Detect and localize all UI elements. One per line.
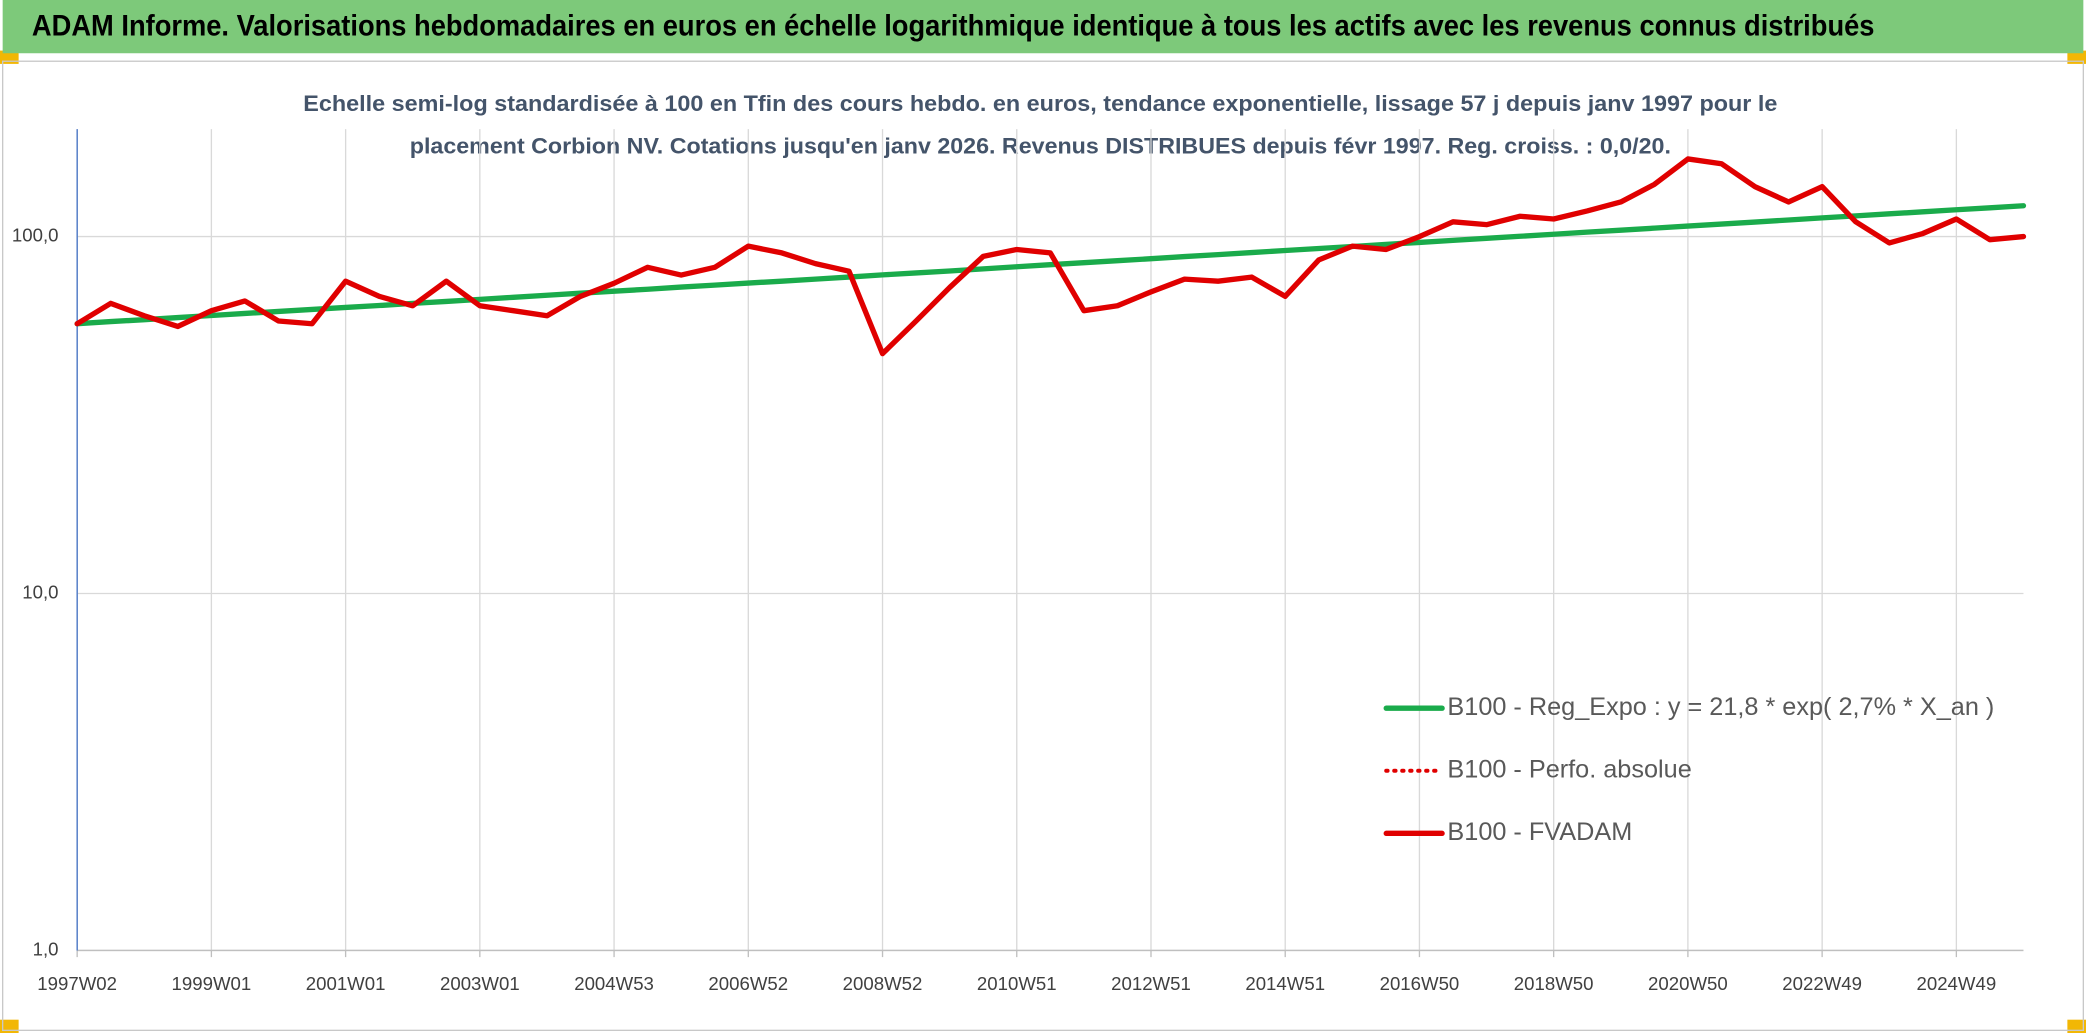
y-tick-label: 1,0: [33, 938, 59, 959]
x-tick-label: 2012W51: [1111, 973, 1191, 994]
x-tick-label: 2024W49: [1917, 973, 1997, 994]
x-tick-label: 2016W50: [1380, 973, 1460, 994]
x-tick-label: 2006W52: [708, 973, 788, 994]
chart-subtitle: placement Corbion NV. Cotations jusqu'en…: [410, 134, 1671, 159]
chart-frame: [1, 60, 2085, 1032]
x-tick-label: 2020W50: [1648, 973, 1728, 994]
legend-label: B100 - FVADAM: [1447, 818, 1632, 846]
plot: [74, 156, 2027, 357]
grid: 1,0 10,0 100,0 1997W02 1999W01 2001W01 2003W01…: [12, 129, 2024, 994]
legend-label: B100 - Perfo. absolue: [1447, 755, 1691, 783]
x-tick-label: 2014W51: [1245, 973, 1325, 994]
y-tick-label: 100,0: [12, 224, 59, 245]
legend: B100 - Reg_Expo : y = 21,8 * exp( 2,7% *…: [1383, 693, 1994, 846]
x-tick-label: 1997W02: [37, 973, 117, 994]
y-tick-label: 10,0: [22, 581, 58, 602]
chart-title: ADAM Informe. Valorisations hebdomadaire…: [32, 11, 1875, 43]
chart-subtitle: Echelle semi-log standardisée à 100 en T…: [303, 91, 1777, 116]
x-tick-label: 2022W49: [1782, 973, 1862, 994]
x-tick-label: 2018W50: [1514, 973, 1594, 994]
x-tick-label: 2003W01: [440, 973, 520, 994]
x-tick-label: 2008W52: [843, 973, 923, 994]
x-tick-label: 2004W53: [574, 973, 654, 994]
x-tick-label: 2010W51: [977, 973, 1057, 994]
title-banner: [2, 0, 2084, 54]
legend-label: B100 - Reg_Expo : y = 21,8 * exp( 2,7% *…: [1447, 693, 1994, 721]
series-line: [74, 156, 2027, 357]
x-tick-label: 2001W01: [306, 973, 386, 994]
x-tick-label: 1999W01: [172, 973, 252, 994]
